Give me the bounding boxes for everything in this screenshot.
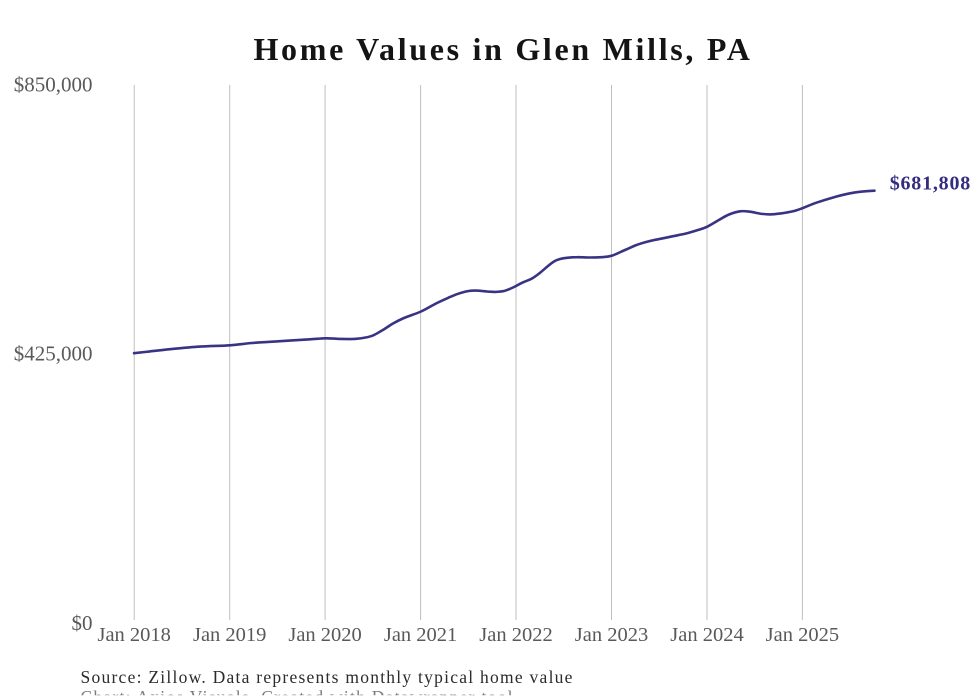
svg-text:$425,000: $425,000 xyxy=(14,342,93,366)
svg-text:Home Values in Glen Mills, PA: Home Values in Glen Mills, PA xyxy=(253,31,752,67)
svg-text:Jan 2021: Jan 2021 xyxy=(384,624,457,646)
svg-text:$0: $0 xyxy=(72,611,93,635)
svg-text:Jan 2019: Jan 2019 xyxy=(193,624,266,646)
svg-text:$850,000: $850,000 xyxy=(14,73,93,97)
svg-text:Jan 2018: Jan 2018 xyxy=(97,624,170,646)
svg-text:$681,808: $681,808 xyxy=(890,173,971,195)
svg-text:Jan 2023: Jan 2023 xyxy=(575,624,648,646)
svg-text:Chart: Axios Visuals. Created: Chart: Axios Visuals. Created with Dataw… xyxy=(81,687,514,699)
svg-text:Jan 2024: Jan 2024 xyxy=(670,624,743,646)
svg-text:Jan 2022: Jan 2022 xyxy=(479,624,552,646)
svg-text:Jan 2025: Jan 2025 xyxy=(766,624,839,646)
svg-text:Source: Zillow. Data represent: Source: Zillow. Data represents monthly … xyxy=(81,667,574,687)
svg-text:Jan 2020: Jan 2020 xyxy=(288,624,361,646)
